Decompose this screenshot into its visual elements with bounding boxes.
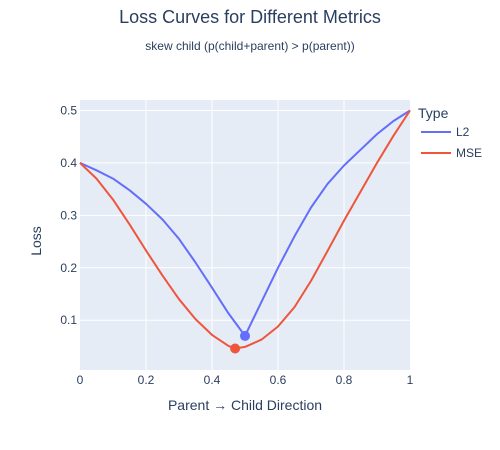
y-tick-label: 0.2 bbox=[60, 261, 77, 275]
chart-subtitle: skew child (p(child+parent) > p(parent)) bbox=[145, 39, 354, 53]
legend-label-mse: MSE bbox=[456, 146, 482, 160]
x-tick-label: 1 bbox=[407, 373, 414, 387]
x-tick-labels: 0 0.2 0.4 0.6 0.8 1 bbox=[77, 373, 414, 387]
minimum-point-l2 bbox=[240, 330, 250, 341]
y-tick-label: 0.5 bbox=[60, 103, 77, 117]
y-tick-labels: 0.1 0.2 0.3 0.4 0.5 bbox=[60, 103, 77, 327]
x-tick-label: 0 bbox=[77, 373, 84, 387]
legend-label-l2: L2 bbox=[456, 125, 470, 139]
legend-title: Type bbox=[418, 105, 449, 121]
chart-title: Loss Curves for Different Metrics bbox=[119, 7, 381, 27]
grid-lines bbox=[80, 100, 410, 370]
x-tick-label: 0.8 bbox=[336, 373, 353, 387]
x-tick-label: 0.6 bbox=[270, 373, 287, 387]
y-axis-title: Loss bbox=[28, 226, 44, 256]
y-tick-label: 0.4 bbox=[60, 156, 77, 170]
y-tick-label: 0.3 bbox=[60, 208, 77, 222]
series-line-mse bbox=[79, 109, 411, 350]
x-tick-label: 0.2 bbox=[138, 373, 155, 387]
y-tick-label: 0.1 bbox=[60, 313, 77, 327]
legend: Type L2 MSE bbox=[418, 105, 482, 160]
plot-area bbox=[80, 100, 410, 370]
x-tick-label: 0.4 bbox=[204, 373, 221, 387]
minimum-markers bbox=[230, 330, 250, 354]
minimum-point-mse bbox=[230, 343, 241, 354]
x-axis-title: Parent → Child Direction bbox=[168, 397, 322, 413]
